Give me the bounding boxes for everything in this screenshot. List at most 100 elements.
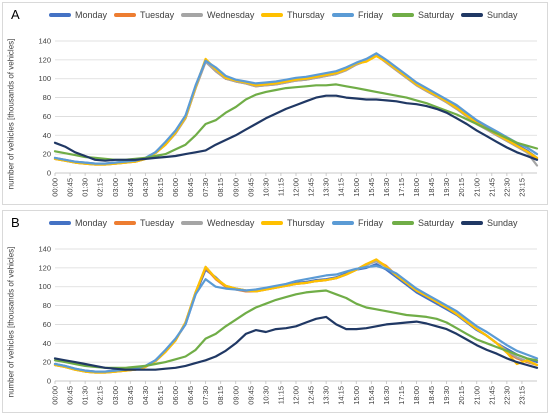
legend-label: Wednesday: [207, 10, 255, 20]
legend-item-tuesday: Tuesday: [114, 215, 174, 231]
x-tick-label: 06:45: [186, 178, 195, 197]
legend-label: Sunday: [487, 218, 518, 228]
x-tick-label: 12:45: [307, 386, 316, 405]
panel-label: B: [11, 215, 20, 230]
legend-item-thursday: Thursday: [261, 215, 325, 231]
x-tick-label: 00:00: [51, 178, 60, 197]
x-tick-label: 23:15: [517, 386, 526, 405]
line-chart-a: 0 20 40 60 80 100 120 140 00:00 00:45 01:30 02:15 03…: [38, 37, 539, 197]
series-line-saturday: [53, 289, 539, 369]
legend-swatch: [49, 13, 71, 17]
series-line-monday: [53, 53, 539, 165]
x-tick-label: 08:15: [216, 386, 225, 405]
x-tick-label: 18:45: [427, 178, 436, 197]
x-tick-label: 01:30: [81, 386, 90, 405]
legend-swatch: [332, 221, 354, 225]
x-tick-label: 22:30: [502, 386, 511, 405]
legend-item-saturday: Saturday: [392, 215, 454, 231]
x-tick-label: 09:00: [231, 178, 240, 197]
x-tick-label: 01:30: [81, 178, 90, 197]
x-tick-label: 21:00: [472, 178, 481, 197]
x-tick-label: 18:00: [412, 386, 421, 405]
x-tick-label: 07:30: [201, 386, 210, 405]
x-tick-label: 18:45: [427, 386, 436, 405]
legend-label: Tuesday: [140, 218, 175, 228]
x-tick-label: 20:15: [457, 178, 466, 197]
y-tick-label: 120: [38, 55, 51, 64]
panel-label: A: [11, 7, 20, 22]
legend-item-thursday: Thursday: [261, 7, 325, 23]
x-tick-label: 19:30: [442, 386, 451, 405]
legend-label: Saturday: [418, 10, 455, 20]
legend-swatch: [261, 13, 283, 17]
legend-label: Monday: [75, 10, 108, 20]
x-tick-label: 09:45: [246, 178, 255, 197]
y-tick-label: 80: [43, 301, 51, 310]
legend-item-friday: Friday: [332, 215, 383, 231]
y-tick-label: 80: [43, 93, 51, 102]
legend-swatch: [332, 13, 354, 17]
x-tick-label: 03:45: [126, 178, 135, 197]
legend-item-saturday: Saturday: [392, 7, 454, 23]
x-tick-label: 14:15: [337, 178, 346, 197]
x-tick-label: 13:30: [322, 386, 331, 405]
x-tick-label: 16:30: [382, 178, 391, 197]
x-tick-label: 21:45: [487, 386, 496, 405]
x-tick-label: 16:30: [382, 386, 391, 405]
legend-swatch: [114, 221, 136, 225]
series-line-sunday: [53, 315, 539, 371]
x-tick-label: 17:15: [397, 386, 406, 405]
y-tick-label: 120: [38, 263, 51, 272]
x-tick-label: 10:30: [261, 178, 270, 197]
legend-label: Monday: [75, 218, 108, 228]
x-tick-label: 19:30: [442, 178, 451, 197]
legend-item-friday: Friday: [332, 7, 383, 23]
y-tick-label: 140: [38, 37, 51, 46]
series-line-friday: [53, 52, 539, 165]
chart-panel-a: A Monday Tuesday Wednesday Thursday Frid…: [2, 2, 548, 205]
x-tick-label: 11:15: [276, 178, 285, 196]
x-tick-label: 13:30: [322, 178, 331, 197]
y-tick-label: 20: [43, 358, 51, 367]
legend-label: Wednesday: [207, 218, 255, 228]
x-tick-label: 03:00: [111, 178, 120, 197]
x-tick-label: 00:45: [66, 386, 75, 405]
legend-item-tuesday: Tuesday: [114, 7, 174, 23]
x-tick-label: 00:45: [66, 178, 75, 197]
x-tick-label: 15:45: [367, 386, 376, 405]
legend-swatch: [114, 13, 136, 17]
x-tick-label: 05:15: [156, 386, 165, 405]
y-tick-label: 0: [47, 169, 51, 178]
legend-label: Sunday: [487, 10, 518, 20]
legend-swatch: [181, 221, 203, 225]
y-tick-label: 60: [43, 112, 51, 121]
y-tick-label: 100: [38, 282, 51, 291]
x-tick-label: 02:15: [96, 386, 105, 405]
line-chart-b: 0 20 40 60 80 100 120 140 00:00 00:45 01:30 02:15 03…: [38, 245, 539, 405]
x-tick-label: 09:45: [246, 386, 255, 405]
x-tick-label: 03:45: [126, 386, 135, 405]
y-tick-label: 100: [38, 74, 51, 83]
x-tick-label: 07:30: [201, 178, 210, 197]
x-tick-label: 08:15: [216, 178, 225, 197]
x-tick-label: 11:15: [276, 386, 285, 404]
legend-item-monday: Monday: [49, 7, 107, 23]
x-tick-label: 03:00: [111, 386, 120, 405]
x-tick-label: 05:15: [156, 178, 165, 197]
y-tick-label: 140: [38, 245, 51, 254]
legend-item-sunday: Sunday: [461, 7, 518, 23]
legend-label: Tuesday: [140, 10, 175, 20]
legend-swatch: [181, 13, 203, 17]
x-tick-label: 12:00: [292, 386, 301, 405]
x-tick-label: 15:45: [367, 178, 376, 197]
legend-swatch: [461, 221, 483, 225]
x-tick-label: 02:15: [96, 178, 105, 197]
x-tick-label: 04:30: [141, 386, 150, 405]
x-tick-label: 12:45: [307, 178, 316, 197]
x-tick-label: 15:00: [352, 178, 361, 197]
legend-swatch: [392, 221, 414, 225]
x-tick-label: 09:00: [231, 386, 240, 405]
legend-label: Friday: [358, 10, 384, 20]
series-line-sunday: [53, 94, 539, 162]
legend-label: Friday: [358, 218, 384, 228]
